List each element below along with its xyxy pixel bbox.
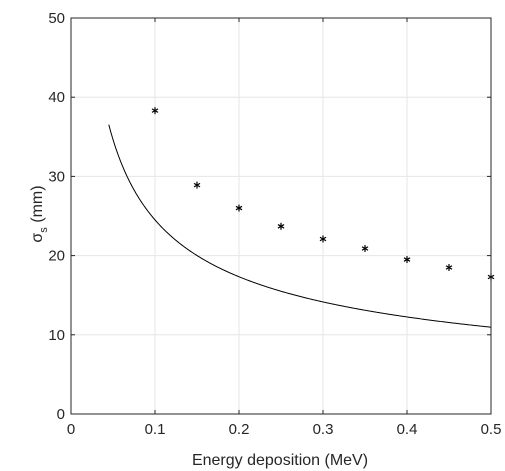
y-axis-label-symbol: σ [29, 233, 46, 243]
fit-curve-group [108, 124, 491, 328]
data-point-3 [277, 222, 285, 230]
x-tick-label-1: 0.1 [145, 421, 166, 438]
data-point-5 [361, 244, 369, 252]
x-tick-labels: 0 0.1 0.2 0.3 0.4 0.5 [67, 421, 502, 438]
data-point-6 [403, 256, 411, 264]
x-tick-label-2: 0.2 [229, 421, 250, 438]
y-tick-label-5: 50 [48, 10, 65, 27]
data-point-0 [151, 107, 159, 115]
fit-curve [108, 124, 491, 328]
y-tick-label-3: 30 [48, 168, 65, 185]
x-tick-label-4: 0.4 [397, 421, 418, 438]
plot-frame [70, 17, 492, 415]
y-tick-label-4: 40 [48, 89, 65, 106]
data-point-2 [235, 204, 243, 212]
y-axis-label-subscript: s [38, 227, 50, 233]
grid [70, 17, 492, 415]
x-axis-label: Energy deposition (MeV) [192, 452, 368, 469]
y-tick-label-2: 20 [48, 248, 65, 265]
x-tick-label-3: 0.3 [313, 421, 334, 438]
data-point-1 [193, 181, 201, 189]
data-point-7 [445, 263, 453, 271]
x-tick-label-5: 0.5 [481, 421, 502, 438]
data-points-group [151, 107, 495, 281]
x-tick-label-0: 0 [67, 421, 75, 438]
y-tick-label-1: 10 [48, 327, 65, 344]
y-axis-label-unit: (mm) [29, 185, 46, 227]
y-axis-label: σs (mm) [29, 185, 50, 242]
axes-box [70, 17, 492, 415]
data-point-4 [319, 235, 327, 243]
y-tick-labels: 0 10 20 30 40 50 [48, 10, 65, 423]
y-tick-label-0: 0 [57, 406, 65, 423]
